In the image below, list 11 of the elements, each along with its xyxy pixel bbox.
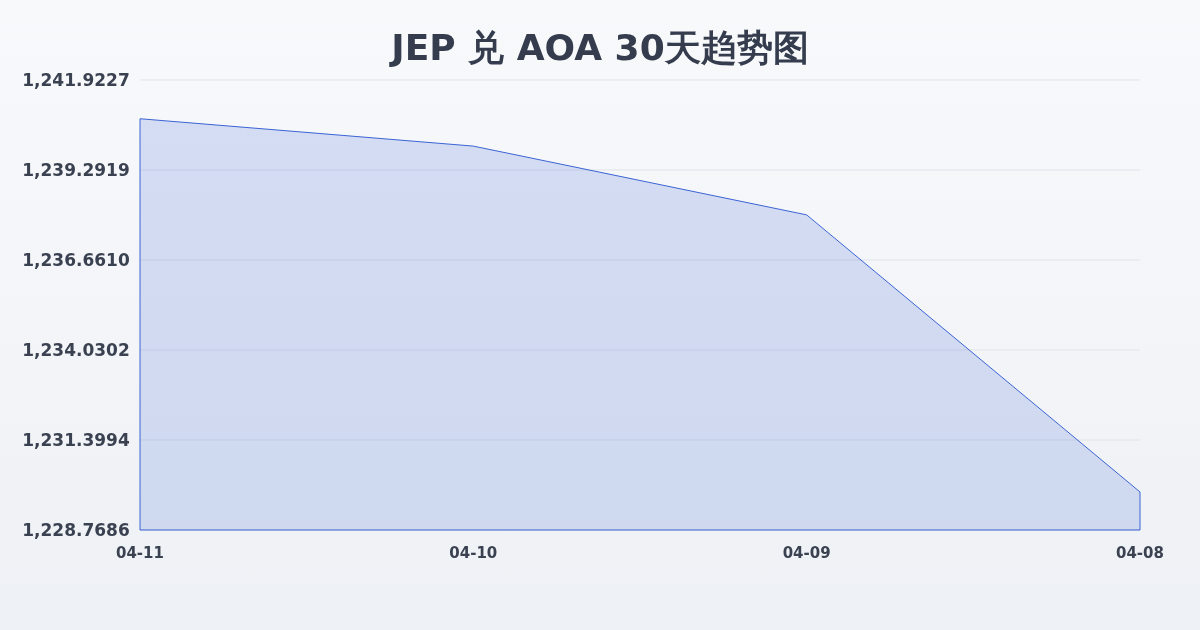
y-tick-label: 1,236.6610 [22,250,130,270]
x-tick-label: 04-09 [782,544,831,562]
x-tick-label: 04-08 [1116,544,1164,562]
y-tick-label: 1,228.7686 [22,520,130,540]
y-tick-label: 1,239.2919 [22,160,130,180]
x-tick-label: 04-11 [116,544,164,562]
y-tick-label: 1,234.0302 [22,340,130,360]
y-tick-label: 1,241.9227 [22,70,130,90]
chart-title: JEP 兑 AOA 30天趋势图 [388,27,809,68]
y-tick-label: 1,231.3994 [22,430,130,450]
x-tick-label: 04-10 [449,544,498,562]
